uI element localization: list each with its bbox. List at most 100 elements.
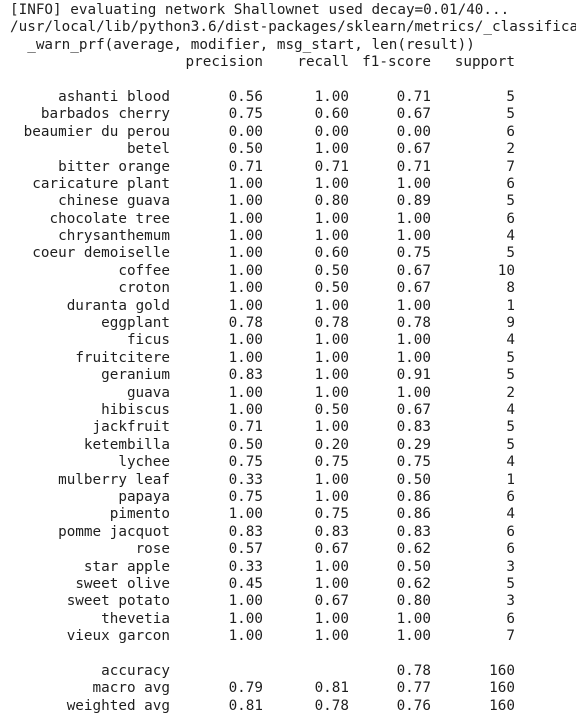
f1-score-value: 0.86 — [396, 506, 431, 523]
f1-score-value: 1.00 — [396, 210, 431, 227]
f1-score-value: 0.67 — [396, 106, 431, 123]
support-value: 3 — [506, 558, 515, 575]
recall-value: 1.00 — [314, 367, 349, 384]
row-label: caricature plant — [32, 175, 170, 192]
row-label: eggplant — [101, 315, 170, 332]
f1-score-value: 0.83 — [396, 523, 431, 540]
row-label: duranta gold — [66, 297, 170, 314]
summary-row: macro avg 0.79 0.81 0.77 160 — [10, 680, 576, 697]
recall-value: 0.50 — [314, 262, 349, 279]
report-row: coffee 1.00 0.50 0.67 10 — [10, 263, 576, 280]
f1-score-value: 0.78 — [396, 315, 431, 332]
support-value: 9 — [506, 315, 515, 332]
support-value: 1 — [506, 297, 515, 314]
report-row: thevetia 1.00 1.00 1.00 6 — [10, 611, 576, 628]
recall-value: 1.00 — [314, 610, 349, 627]
row-label: ketembilla — [83, 436, 170, 453]
precision-value: 0.56 — [228, 88, 263, 105]
report-row: beaumier du perou 0.00 0.00 0.00 6 — [10, 124, 576, 141]
support-value: 5 — [506, 88, 515, 105]
report-row: lychee 0.75 0.75 0.75 4 — [10, 454, 576, 471]
report-row: eggplant 0.78 0.78 0.78 9 — [10, 315, 576, 332]
row-label: mulberry leaf — [58, 471, 170, 488]
header-f1-score: f1-score — [362, 54, 431, 71]
f1-score-value: 0.76 — [396, 697, 431, 714]
report-row: hibiscus 1.00 0.50 0.67 4 — [10, 402, 576, 419]
recall-value: 1.00 — [314, 384, 349, 401]
recall-value — [263, 663, 349, 680]
report-row: sweet potato 1.00 0.67 0.80 3 — [10, 593, 576, 610]
support-value: 4 — [506, 401, 515, 418]
row-label: chrysanthemum — [58, 228, 170, 245]
info-log-line: [INFO] evaluating network Shallownet use… — [10, 2, 510, 18]
support-value: 6 — [506, 175, 515, 192]
precision-value: 1.00 — [228, 384, 263, 401]
f1-score-value: 0.71 — [396, 158, 431, 175]
class-rows: ashanti blood 0.56 1.00 0.71 5 barbados cherr… — [10, 89, 576, 646]
support-value: 5 — [506, 436, 515, 453]
row-label: ashanti blood — [58, 88, 170, 105]
support-value: 2 — [506, 384, 515, 401]
support-value: 6 — [506, 541, 515, 558]
recall-value: 1.00 — [314, 575, 349, 592]
row-label: hibiscus — [101, 401, 170, 418]
f1-score-value: 0.29 — [396, 436, 431, 453]
blank-line — [10, 72, 576, 89]
support-value: 5 — [506, 245, 515, 262]
recall-value: 0.75 — [314, 506, 349, 523]
recall-value: 1.00 — [314, 297, 349, 314]
f1-score-value: 0.80 — [396, 593, 431, 610]
report-row: barbados cherry 0.75 0.60 0.67 5 — [10, 106, 576, 123]
support-value: 5 — [506, 193, 515, 210]
row-label: ficus — [126, 332, 170, 349]
row-label: weighted avg — [66, 697, 170, 714]
precision-value: 0.50 — [228, 436, 263, 453]
support-value: 5 — [506, 367, 515, 384]
support-value: 6 — [506, 488, 515, 505]
report-row: rose 0.57 0.67 0.62 6 — [10, 541, 576, 558]
recall-value: 0.50 — [314, 401, 349, 418]
precision-value: 1.00 — [228, 401, 263, 418]
f1-score-value: 0.67 — [396, 141, 431, 158]
precision-value: 0.71 — [228, 419, 263, 436]
row-label: fruitcitere — [75, 349, 170, 366]
recall-value: 0.67 — [314, 593, 349, 610]
report-row: coeur demoiselle 1.00 0.60 0.75 5 — [10, 245, 576, 262]
f1-score-value: 0.77 — [396, 680, 431, 697]
support-value: 160 — [489, 697, 515, 714]
header-recall: recall — [297, 54, 349, 71]
f1-score-value: 0.75 — [396, 245, 431, 262]
warning-path-line: /usr/local/lib/python3.6/dist-packages/s… — [10, 19, 576, 36]
precision-value: 1.00 — [228, 210, 263, 227]
precision-value: 1.00 — [228, 610, 263, 627]
recall-value: 0.00 — [314, 123, 349, 140]
row-label: barbados cherry — [40, 106, 170, 123]
f1-score-value: 0.50 — [396, 471, 431, 488]
precision-value: 1.00 — [228, 349, 263, 366]
row-label: accuracy — [101, 662, 170, 679]
row-label: chinese guava — [58, 193, 170, 210]
precision-value: 1.00 — [228, 628, 263, 645]
recall-value: 1.00 — [314, 488, 349, 505]
recall-value: 1.00 — [314, 419, 349, 436]
row-label: guava — [126, 384, 170, 401]
report-row: sweet olive 0.45 1.00 0.62 5 — [10, 576, 576, 593]
precision-value: 0.83 — [228, 367, 263, 384]
support-value: 3 — [506, 593, 515, 610]
precision-value: 0.75 — [228, 454, 263, 471]
recall-value: 0.71 — [314, 158, 349, 175]
header-precision: precision — [185, 54, 263, 71]
support-value: 7 — [506, 628, 515, 645]
recall-value: 1.00 — [314, 141, 349, 158]
row-label: vieux garcon — [66, 628, 170, 645]
recall-value: 1.00 — [314, 558, 349, 575]
row-label: beaumier du perou — [23, 123, 170, 140]
precision-value: 1.00 — [228, 175, 263, 192]
f1-score-value: 0.71 — [396, 88, 431, 105]
report-row: chinese guava 1.00 0.80 0.89 5 — [10, 193, 576, 210]
f1-score-value: 0.62 — [396, 541, 431, 558]
header-label-spacer — [10, 54, 170, 71]
precision-value: 0.71 — [228, 158, 263, 175]
f1-score-value: 0.83 — [396, 419, 431, 436]
